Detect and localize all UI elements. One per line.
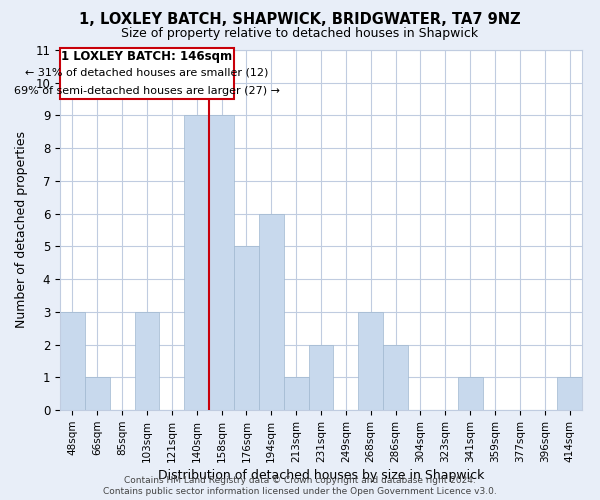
Text: Contains HM Land Registry data © Crown copyright and database right 2024.: Contains HM Land Registry data © Crown c… [124,476,476,485]
Y-axis label: Number of detached properties: Number of detached properties [16,132,28,328]
Bar [134,312,160,410]
Bar [383,344,408,410]
Text: 1 LOXLEY BATCH: 146sqm: 1 LOXLEY BATCH: 146sqm [61,50,233,63]
Bar [184,116,209,410]
Bar [209,116,234,410]
Text: Contains public sector information licensed under the Open Government Licence v3: Contains public sector information licen… [103,487,497,496]
Bar [60,312,85,410]
Text: ← 31% of detached houses are smaller (12): ← 31% of detached houses are smaller (12… [25,68,269,78]
Text: Size of property relative to detached houses in Shapwick: Size of property relative to detached ho… [121,28,479,40]
Bar [85,378,110,410]
Bar [259,214,284,410]
Bar [284,378,308,410]
Bar [234,246,259,410]
Bar [557,378,582,410]
Text: 1, LOXLEY BATCH, SHAPWICK, BRIDGWATER, TA7 9NZ: 1, LOXLEY BATCH, SHAPWICK, BRIDGWATER, T… [79,12,521,28]
Bar [308,344,334,410]
Text: 69% of semi-detached houses are larger (27) →: 69% of semi-detached houses are larger (… [14,86,280,96]
FancyBboxPatch shape [60,48,234,99]
Bar [358,312,383,410]
X-axis label: Distribution of detached houses by size in Shapwick: Distribution of detached houses by size … [158,469,484,482]
Bar [458,378,482,410]
